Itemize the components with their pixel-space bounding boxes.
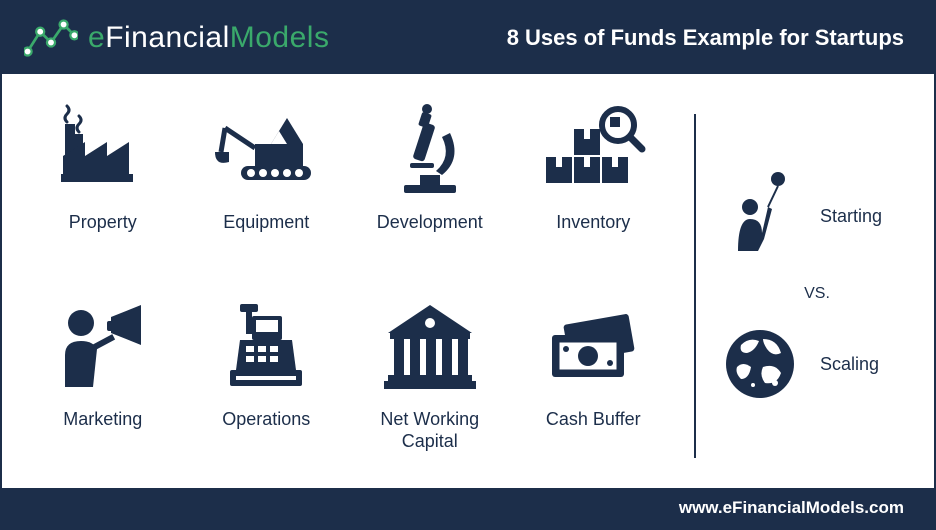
globe-icon [720,327,800,401]
vertical-divider [694,114,696,458]
footer-bar: www.eFinancialModels.com [2,488,934,528]
cell-property: Property [26,94,180,281]
label-inventory: Inventory [556,212,630,234]
logo-letter-e: e [88,21,105,54]
bank-icon [380,291,480,401]
uses-grid: Property [26,94,670,478]
cell-marketing: Marketing [26,291,180,478]
vs-label: VS. [800,285,830,303]
cell-inventory: Inventory [517,94,671,281]
page-title: 8 Uses of Funds Example for Startups [507,25,904,51]
child-balloon-icon [720,171,800,261]
logo-text: eFinancialModels [88,21,329,55]
cash-register-icon [216,291,316,401]
side-starting: Starting [720,171,910,261]
logo-financial: Financial [105,21,230,54]
label-starting: Starting [820,206,882,227]
label-scaling: Scaling [820,354,879,375]
label-development: Development [377,212,483,234]
excavator-icon [211,94,321,204]
label-equipment: Equipment [223,212,309,234]
label-property: Property [69,212,137,234]
factory-icon [53,94,153,204]
cell-development: Development [353,94,507,281]
cell-operations: Operations [190,291,344,478]
label-nwc: Net Working Capital [353,409,507,452]
main-content: Property [2,74,934,488]
logo-chart-icon [24,17,78,59]
boxes-magnifier-icon [538,94,648,204]
footer-url: www.eFinancialModels.com [679,498,904,518]
cell-cash: Cash Buffer [517,291,671,478]
logo: eFinancialModels [24,17,329,59]
side-scaling: Scaling [720,327,910,401]
logo-models: Models [230,21,330,54]
label-marketing: Marketing [63,409,142,431]
cell-nwc: Net Working Capital [353,291,507,478]
label-operations: Operations [222,409,310,431]
cash-icon [538,291,648,401]
megaphone-person-icon [53,291,153,401]
header-bar: eFinancialModels 8 Uses of Funds Example… [2,2,934,74]
side-panel: Starting VS. Scaling [720,94,910,478]
cell-equipment: Equipment [190,94,344,281]
label-cash: Cash Buffer [546,409,641,431]
microscope-icon [390,94,470,204]
